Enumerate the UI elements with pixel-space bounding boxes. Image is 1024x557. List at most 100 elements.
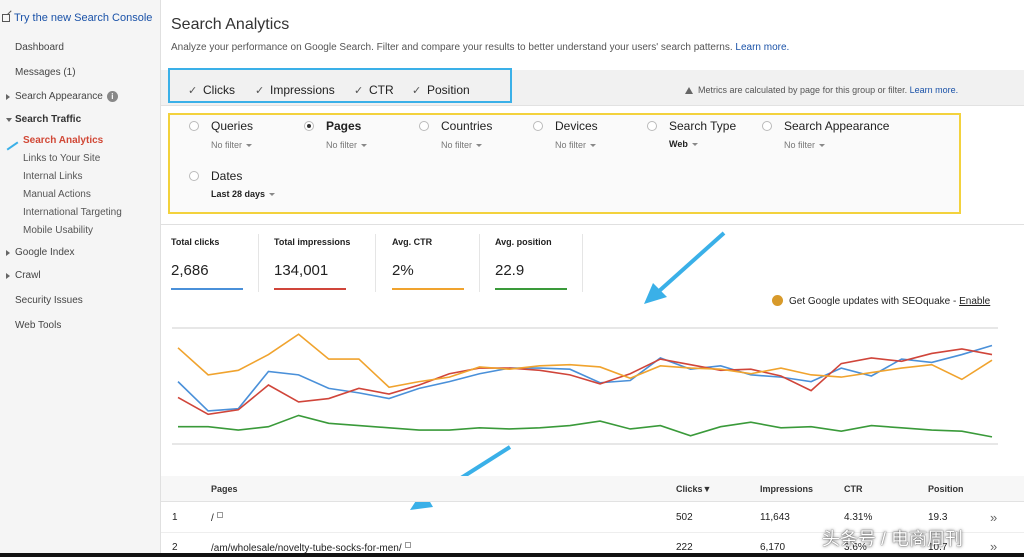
external-link-icon[interactable]: [404, 542, 411, 548]
position-checkbox[interactable]: ✓ Position: [412, 83, 470, 97]
pages-radio[interactable]: [304, 121, 314, 131]
note-learn-more-link[interactable]: Learn more.: [909, 85, 959, 95]
sidebar: Try the new Search Console Dashboard Mes…: [0, 0, 161, 557]
column-header-pages[interactable]: Pages: [211, 484, 238, 494]
bottom-edge: [0, 553, 1024, 557]
sidebar-item-google-index[interactable]: Google Index: [15, 247, 75, 258]
caret-down-icon: [476, 144, 483, 147]
filter-label-search-appearance[interactable]: Search Appearance: [784, 119, 890, 133]
seoquake-enable-link[interactable]: Enable: [959, 296, 991, 307]
seoquake-text: Get Google updates with SEOquake -: [789, 296, 960, 307]
filter-label-countries[interactable]: Countries: [441, 119, 493, 133]
search-appearance-radio[interactable]: [762, 121, 772, 131]
column-header-ctr[interactable]: CTR: [844, 484, 863, 494]
cell-impressions: 11,643: [760, 512, 790, 523]
sidebar-item-search-appearance[interactable]: Search Appearance i: [15, 91, 118, 102]
highlight-box-metrics: [168, 68, 512, 103]
caret-down-icon: [246, 144, 253, 147]
watermark: 头条号 / 电商周刊: [822, 529, 964, 549]
checkbox-label: CTR: [369, 83, 394, 97]
learn-more-link[interactable]: Learn more.: [735, 42, 790, 53]
column-header-position[interactable]: Position: [928, 484, 964, 494]
external-link-icon[interactable]: [216, 512, 223, 518]
caret-down-icon: [819, 144, 826, 147]
warning-icon: [685, 87, 693, 94]
card-color-bar: [495, 288, 567, 290]
filter-value-queries[interactable]: No filter: [211, 140, 253, 150]
summary-card-impressions: Total impressions 134,001: [274, 234, 376, 292]
chevron-right-icon: [6, 250, 10, 256]
caret-down-icon: [269, 193, 276, 196]
card-color-bar: [274, 288, 346, 290]
sidebar-item-crawl[interactable]: Crawl: [15, 270, 41, 281]
filter-label-queries[interactable]: Queries: [211, 119, 254, 133]
summary-card-ctr: Avg. CTR 2%: [392, 234, 480, 292]
try-new-console-link[interactable]: Try the new Search Console: [14, 12, 153, 24]
sidebar-subitem-mobile-usability[interactable]: Mobile Usability: [23, 225, 94, 236]
cell-clicks: 502: [676, 512, 693, 523]
row-expand-icon[interactable]: »: [990, 539, 998, 554]
row-expand-icon[interactable]: »: [990, 510, 998, 525]
filter-value-text: No filter: [784, 140, 816, 150]
column-header-impressions[interactable]: Impressions: [760, 484, 814, 494]
sidebar-item-security-issues[interactable]: Security Issues: [15, 295, 83, 306]
ctr-checkbox[interactable]: ✓ CTR: [354, 83, 394, 97]
filter-value-text: No filter: [555, 140, 587, 150]
metrics-bar: [161, 70, 1024, 106]
page-subtitle: Analyze your performance on Google Searc…: [171, 42, 789, 53]
caret-down-icon: [590, 144, 597, 147]
clicks-checkbox[interactable]: ✓ Clicks: [188, 83, 235, 97]
filter-value-countries[interactable]: No filter: [441, 140, 483, 150]
filter-value-pages[interactable]: No filter: [326, 140, 368, 150]
queries-radio[interactable]: [189, 121, 199, 131]
sidebar-subitem-international-targeting[interactable]: International Targeting: [23, 207, 122, 218]
filter-label-devices[interactable]: Devices: [555, 119, 598, 133]
chart-series-clicks: [177, 344, 993, 412]
page-path: /: [211, 513, 214, 524]
filter-value-search-type[interactable]: Web: [669, 139, 698, 149]
filter-label-search-type[interactable]: Search Type: [669, 119, 737, 133]
countries-radio[interactable]: [419, 121, 429, 131]
seoquake-banner: Get Google updates with SEOquake - Enabl…: [772, 295, 990, 307]
cell-clicks: 222: [676, 542, 693, 553]
filter-label-dates[interactable]: Dates: [211, 169, 243, 183]
card-value: 2%: [392, 262, 414, 279]
filter-label-pages[interactable]: Pages: [326, 119, 362, 133]
devices-radio[interactable]: [533, 121, 543, 131]
dates-radio[interactable]: [189, 171, 199, 181]
page-link[interactable]: /: [211, 512, 223, 524]
sidebar-subitem-search-analytics[interactable]: Search Analytics: [23, 135, 104, 146]
sidebar-item-label: Search Appearance: [15, 91, 103, 103]
cell-position: 10.7: [928, 542, 948, 553]
chevron-right-icon: [6, 94, 10, 100]
checkbox-label: Impressions: [270, 83, 335, 97]
sidebar-item-search-traffic[interactable]: Search Traffic: [15, 114, 82, 125]
filter-value-search-appearance[interactable]: No filter: [784, 140, 826, 150]
chevron-right-icon: [6, 273, 10, 279]
sidebar-item-dashboard[interactable]: Dashboard: [15, 42, 64, 53]
cell-position: 19.3: [928, 512, 948, 523]
page-path: /am/wholesale/novelty-tube-socks-for-men…: [211, 543, 402, 554]
note-text: Metrics are calculated by page for this …: [698, 85, 908, 95]
page-link[interactable]: /am/wholesale/novelty-tube-socks-for-men…: [211, 542, 411, 554]
sidebar-subitem-links-to-your-site[interactable]: Links to Your Site: [23, 153, 101, 164]
sidebar-item-web-tools[interactable]: Web Tools: [15, 320, 62, 331]
card-value: 134,001: [274, 262, 329, 279]
filter-value-text: Web: [669, 139, 688, 149]
highlight-box-filters: [168, 113, 961, 214]
card-label: Total clicks: [171, 237, 220, 247]
filter-value-devices[interactable]: No filter: [555, 140, 597, 150]
filter-value-text: Last 28 days: [211, 189, 266, 199]
check-icon: ✓: [354, 85, 364, 97]
filter-value-dates[interactable]: Last 28 days: [211, 189, 276, 199]
sidebar-subitem-manual-actions[interactable]: Manual Actions: [23, 189, 91, 200]
impressions-checkbox[interactable]: ✓ Impressions: [255, 83, 335, 97]
sidebar-subitem-internal-links[interactable]: Internal Links: [23, 171, 83, 182]
check-icon: ✓: [255, 85, 265, 97]
column-header-clicks[interactable]: Clicks▼: [676, 484, 712, 494]
sidebar-item-messages[interactable]: Messages (1): [15, 67, 76, 78]
info-icon[interactable]: i: [106, 91, 118, 102]
search-type-radio[interactable]: [647, 121, 657, 131]
checkbox-label: Position: [427, 83, 470, 97]
